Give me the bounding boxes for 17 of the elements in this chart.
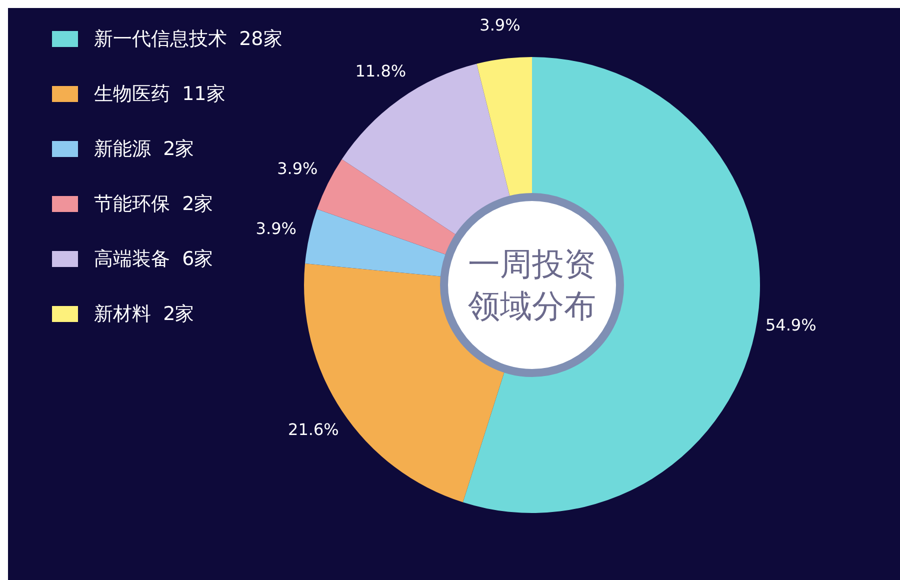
legend-label: 节能环保 2家: [94, 192, 214, 217]
data-label: 3.9%: [277, 158, 318, 178]
data-label: 21.6%: [288, 420, 339, 440]
legend-label: 新能源 2家: [94, 137, 194, 162]
legend-label: 新一代信息技术 28家: [94, 27, 282, 52]
data-label: 11.8%: [355, 62, 406, 81]
donut-slice: [462, 57, 760, 513]
data-label: 54.9%: [765, 316, 816, 335]
donut-slice: [305, 209, 448, 277]
legend-label: 生物医药 11家: [94, 82, 226, 107]
data-label: 3.9%: [256, 219, 296, 238]
donut-slice: [476, 57, 532, 198]
data-label: 3.9%: [480, 15, 520, 34]
donut-slice: [342, 64, 510, 236]
donut-slice: [317, 159, 457, 256]
legend-label: 新材料 2家: [94, 302, 194, 327]
legend-label: 高端装备 6家: [94, 247, 214, 272]
